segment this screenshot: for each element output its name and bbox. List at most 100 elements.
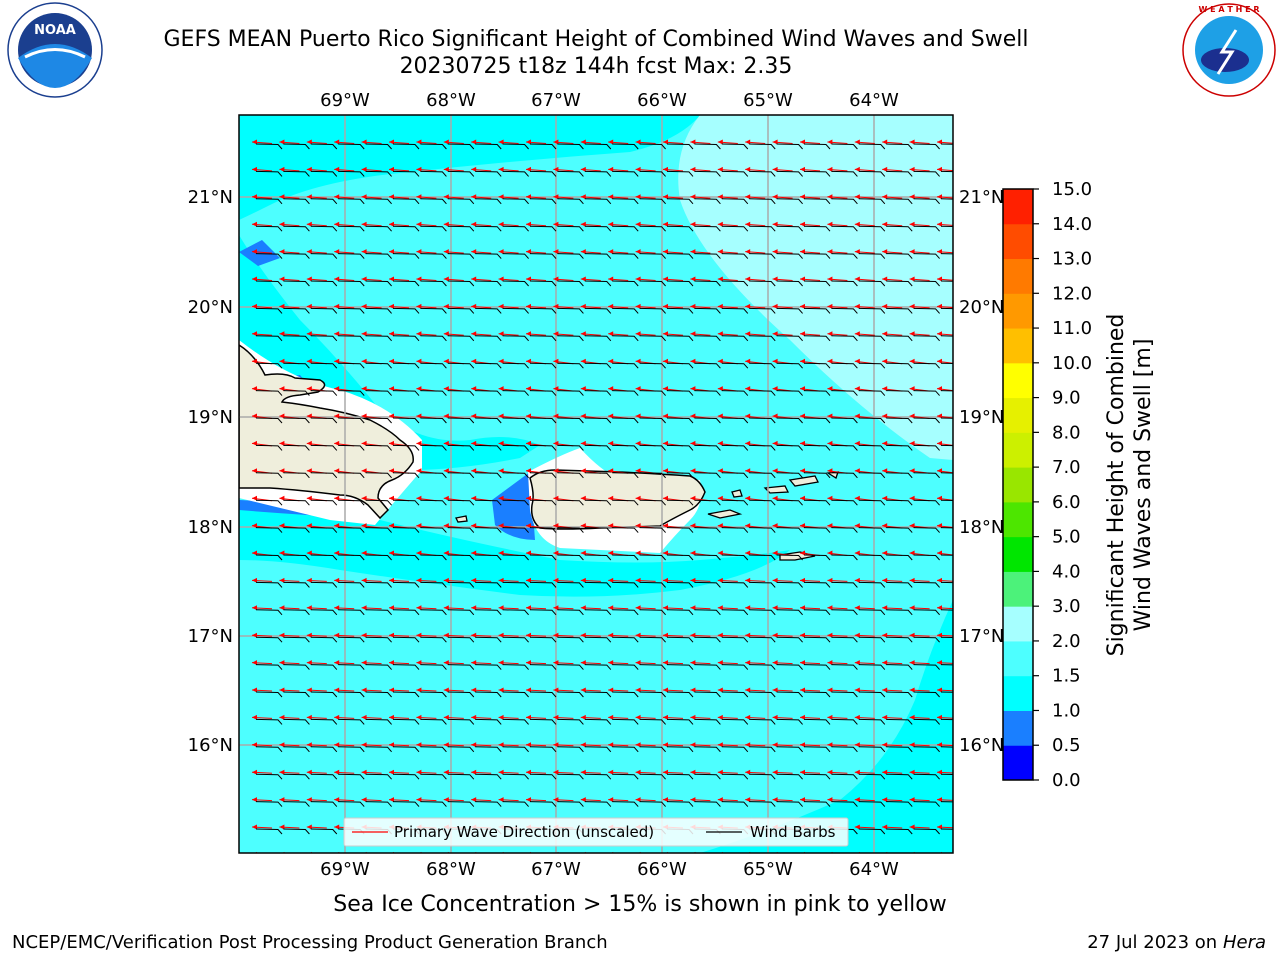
- colorbar-tick-label: 1.5: [1052, 666, 1081, 687]
- wave-arrow-head: [909, 605, 915, 611]
- wind-barb: [283, 307, 310, 314]
- wave-arrow-head: [745, 303, 751, 309]
- wind-barb: [502, 362, 529, 369]
- wave-arrow-head: [443, 413, 449, 419]
- wave-arrow-head: [279, 550, 285, 556]
- wind-barb: [612, 609, 639, 616]
- wind-barb: [940, 609, 953, 611]
- wind-barb: [886, 609, 913, 616]
- wave-arrow-head: [334, 358, 340, 364]
- wind-barb: [639, 801, 666, 807]
- wind-barb: [392, 718, 420, 725]
- wave-arrow: [499, 854, 519, 855]
- wave-arrow-head: [416, 440, 422, 446]
- wind-barb: [831, 143, 858, 150]
- wind-barb: [666, 417, 694, 424]
- wind-barb: [475, 499, 502, 506]
- wave-arrow-head: [361, 440, 367, 446]
- wave-arrow-head: [252, 797, 257, 803]
- title-line-1: GEFS MEAN Puerto Rico Significant Height…: [163, 27, 1029, 52]
- wave-arrow-head: [306, 632, 312, 638]
- wind-barb: [858, 444, 886, 451]
- wave-arrow-head: [580, 714, 586, 720]
- wave-arrow-head: [580, 166, 586, 172]
- wind-barb: [529, 718, 557, 725]
- wave-arrow-head: [553, 194, 559, 200]
- wave-arrow-head: [580, 523, 586, 529]
- wave-arrow-head: [416, 358, 422, 364]
- wind-barb: [420, 664, 447, 670]
- wave-arrow-head: [635, 276, 641, 282]
- wave-arrow: [389, 854, 409, 855]
- wave-arrow-head: [553, 523, 559, 529]
- map-frame: [238, 114, 954, 854]
- wave-arrow-head: [717, 139, 723, 145]
- wave-arrow-head: [909, 523, 915, 529]
- wave-arrow-head: [663, 331, 668, 337]
- wave-arrow-head: [882, 714, 888, 720]
- wave-arrow: [444, 854, 464, 855]
- wave-arrow-head: [690, 221, 696, 227]
- wave-arrow-head: [909, 632, 915, 638]
- wind-barb: [255, 280, 283, 287]
- wind-barb: [338, 581, 365, 588]
- wave-arrow-head: [443, 166, 449, 172]
- wind-barb: [776, 362, 803, 369]
- wave-arrow-head: [416, 495, 422, 501]
- wind-barb: [475, 280, 502, 287]
- wind-barb: [447, 773, 475, 780]
- wind-barb: [447, 499, 475, 506]
- wave-arrow-head: [608, 413, 614, 419]
- wave-arrow-head: [580, 331, 586, 337]
- colorbar-swatch: [1003, 606, 1033, 642]
- wind-barb: [420, 143, 447, 150]
- wind-barb: [502, 664, 529, 670]
- wave-arrow-head: [389, 714, 394, 720]
- wind-barb: [940, 499, 953, 501]
- wind-barb: [940, 444, 953, 447]
- wave-arrow-head: [498, 495, 504, 501]
- wave-arrow-head: [526, 440, 531, 446]
- wave-arrow-head: [772, 166, 778, 172]
- wind-barb: [584, 307, 612, 314]
- wind-barb: [940, 225, 953, 227]
- wind-barb: [584, 170, 612, 177]
- wave-arrow-head: [361, 276, 367, 282]
- wind-barb: [283, 581, 310, 588]
- wave-arrow-head: [882, 523, 888, 529]
- wind-barb: [502, 225, 529, 232]
- lat-label-right: 20°N: [959, 297, 1004, 318]
- wind-barb: [612, 527, 639, 533]
- wind-barb: [447, 527, 475, 533]
- wind-barb: [283, 828, 310, 835]
- wind-barb: [749, 773, 776, 780]
- wave-arrow-head: [553, 605, 559, 611]
- wind-barb: [255, 444, 283, 451]
- wind-barb: [639, 335, 666, 342]
- wind-barb: [338, 636, 365, 643]
- wind-barb: [420, 554, 447, 561]
- wave-arrow-head: [608, 769, 614, 775]
- wave-arrow-head: [608, 605, 614, 611]
- wind-barb: [502, 691, 529, 698]
- wind-barb: [612, 307, 639, 314]
- wave-arrow: [800, 854, 820, 855]
- wind-barb: [475, 856, 501, 861]
- wind-barb: [502, 554, 529, 561]
- wave-arrow-head: [416, 468, 422, 474]
- colorbar-tick-label: 12.0: [1052, 283, 1092, 304]
- wave-arrow-head: [882, 413, 888, 419]
- wave-arrow-head: [800, 714, 805, 720]
- wave-arrow-head: [580, 249, 586, 255]
- wave-arrow-head: [361, 769, 367, 775]
- colorbar-swatch: [1003, 223, 1033, 260]
- wind-barb: [776, 664, 803, 670]
- wave-arrow-head: [553, 714, 559, 720]
- wave-arrow-head: [827, 139, 833, 145]
- wind-barb: [255, 143, 283, 150]
- wave-arrow-head: [553, 331, 559, 337]
- wind-barb: [886, 444, 913, 451]
- wind-barb: [502, 307, 529, 314]
- wind-barb: [694, 198, 721, 205]
- wave-arrow-head: [827, 577, 833, 583]
